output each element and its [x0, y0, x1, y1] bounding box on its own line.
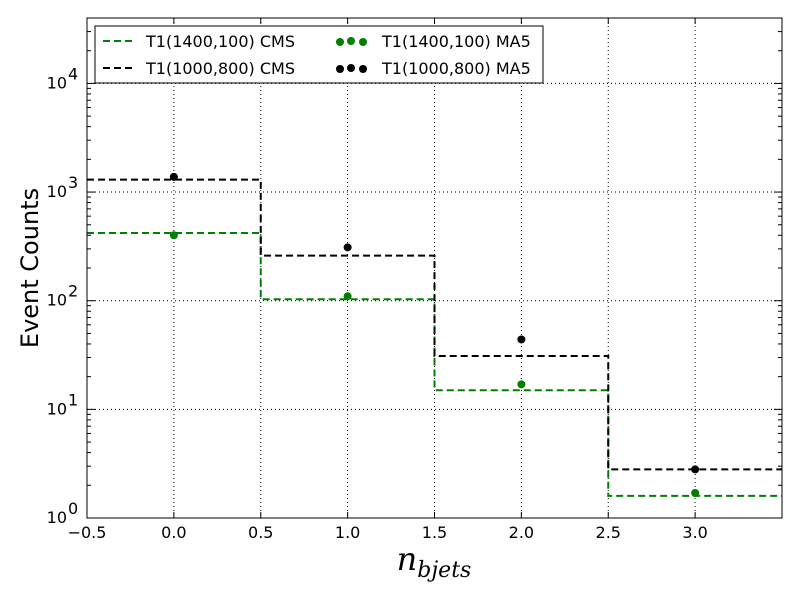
- data-point: [691, 488, 700, 497]
- legend-swatch-marker: [336, 38, 344, 46]
- y-tick-label: 10: [47, 399, 67, 418]
- data-point: [343, 243, 352, 252]
- x-tick-labels: −0.5 0.0 0.5 1.0 1.5 2.0 2.5 3.0: [68, 523, 708, 542]
- y-tick-label-exponent: 3: [68, 173, 78, 192]
- y-tick-label: 10: [47, 73, 67, 92]
- y-tick-label: 10: [47, 182, 67, 201]
- ticks: [86, 18, 782, 519]
- x-tick-label: 2.5: [596, 523, 621, 542]
- y-tick-label-exponent: 1: [68, 390, 78, 409]
- x-tick-label: 0.0: [161, 523, 186, 542]
- x-tick-label: −0.5: [68, 523, 107, 542]
- legend-label: T1(1000,800) MA5: [381, 59, 531, 78]
- x-axis-label: nbjets: [397, 540, 472, 583]
- y-axis-label: Event Counts: [16, 188, 44, 348]
- legend: T1(1400,100) CMS T1(1000,800) CMS T1(1400,…: [94, 25, 544, 84]
- data-point: [517, 335, 526, 344]
- legend-frame: [94, 25, 544, 84]
- data-point: [517, 380, 526, 389]
- y-tick-label-exponent: 2: [68, 282, 78, 301]
- legend-swatch-marker: [336, 65, 344, 73]
- x-tick-label: 1.5: [422, 523, 447, 542]
- data-point: [343, 292, 352, 301]
- legend-label: T1(1400,100) CMS: [145, 32, 295, 51]
- x-tick-label: 2.0: [509, 523, 534, 542]
- y-tick-label: 10: [47, 508, 67, 527]
- series-layer: [87, 172, 782, 497]
- x-tick-label: 0.5: [248, 523, 273, 542]
- series-line: [87, 178, 782, 471]
- legend-swatch-marker: [359, 38, 367, 46]
- x-tick-label: 1.0: [335, 523, 360, 542]
- legend-label: T1(1400,100) MA5: [381, 32, 531, 51]
- legend-label: T1(1000,800) CMS: [145, 59, 295, 78]
- data-point: [169, 231, 178, 240]
- x-tick-label: 3.0: [682, 523, 707, 542]
- legend-swatch-marker: [347, 64, 355, 72]
- legend-swatch-marker: [347, 37, 355, 45]
- legend-swatch-marker: [359, 65, 367, 73]
- y-tick-label-exponent: 4: [68, 64, 78, 83]
- data-point: [691, 465, 700, 474]
- data-point: [169, 172, 178, 181]
- y-tick-label: 10: [47, 291, 67, 310]
- y-tick-label-exponent: 0: [68, 499, 78, 518]
